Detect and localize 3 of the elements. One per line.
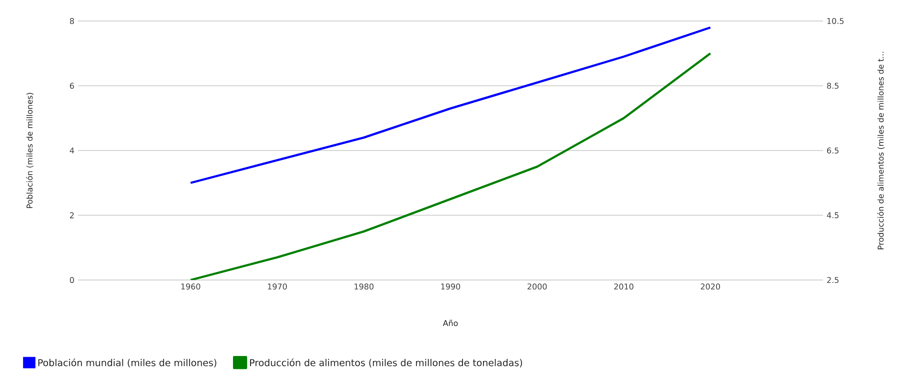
line-series bbox=[190, 52, 712, 280]
legend-label: Población mundial (miles de millones) bbox=[38, 358, 216, 368]
legend-label: Producción de alimentos (miles de millones de toneladas) bbox=[250, 358, 522, 368]
